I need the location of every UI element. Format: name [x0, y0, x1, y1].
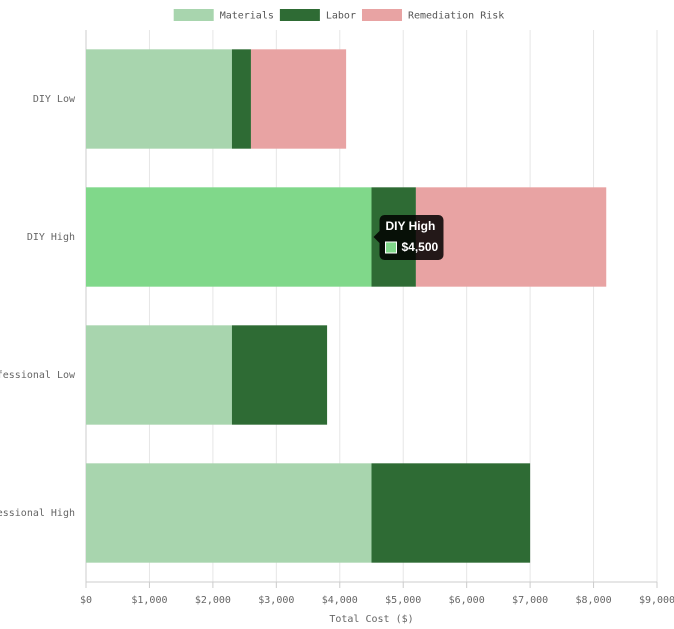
x-tick-label: $2,000: [195, 595, 231, 606]
legend-label: Remediation Risk: [408, 11, 504, 22]
y-tick-label: DIY Low: [33, 94, 76, 105]
tooltip-value: $4,500: [402, 240, 439, 254]
bar-segment: [371, 463, 531, 563]
tooltip-swatch: [385, 241, 397, 254]
x-tick-label: $3,000: [258, 595, 294, 606]
bar-segment: [86, 463, 372, 563]
x-tick-label: $6,000: [449, 595, 485, 606]
y-tick-label: DIY High: [27, 232, 75, 243]
y-tick-label: Professional High: [0, 508, 75, 519]
bar-segment: [415, 187, 607, 287]
bar-segment: [86, 325, 232, 425]
x-tick-label: $0: [80, 595, 92, 606]
x-axis-title: Total Cost ($): [329, 614, 413, 625]
tooltip-title: DIY High: [386, 219, 436, 233]
legend-swatch: [173, 9, 214, 21]
x-tick-label: $7,000: [512, 595, 548, 606]
legend-swatch: [279, 9, 320, 21]
legend-label: Materials: [220, 11, 274, 22]
bar-segment: [250, 49, 347, 149]
y-tick-label: Professional Low: [0, 370, 76, 381]
bar-segment: [231, 49, 251, 149]
x-tick-label: $8,000: [575, 595, 611, 606]
x-tick-label: $4,000: [322, 595, 358, 606]
x-tick-label: $9,000: [639, 595, 674, 606]
tooltip-arrow: [373, 231, 380, 243]
legend-label: Labor: [326, 11, 356, 22]
x-tick-label: $1,000: [131, 595, 167, 606]
x-tick-label: $5,000: [385, 595, 421, 606]
legend-swatch: [361, 9, 402, 21]
bar-segment: [86, 187, 372, 287]
bar-segment: [231, 325, 328, 425]
bar-segment: [86, 49, 232, 149]
